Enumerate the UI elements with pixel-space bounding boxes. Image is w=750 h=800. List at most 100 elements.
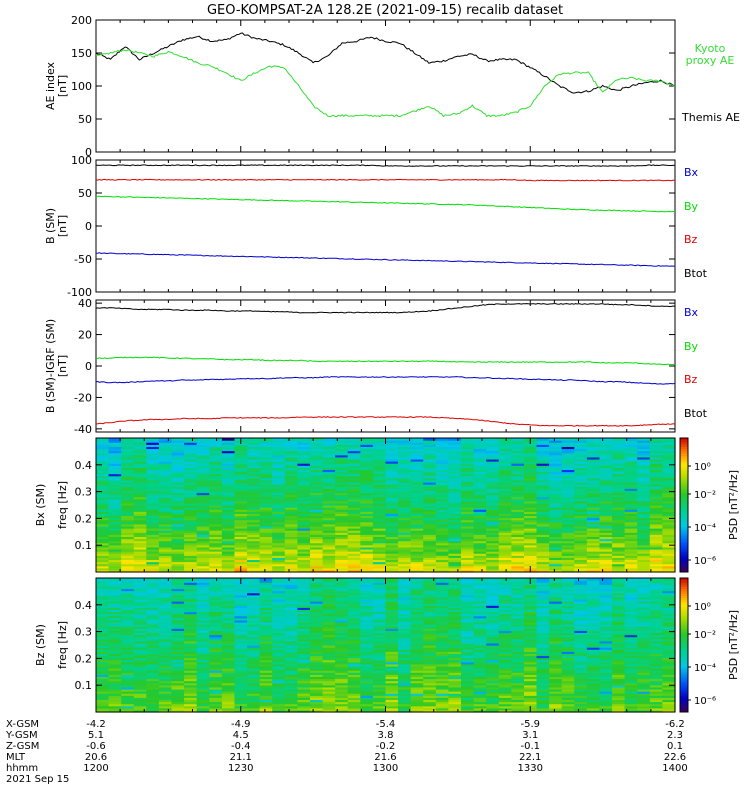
spectrogram-cell [259,680,273,684]
spectrogram-cell [234,659,248,663]
spectrogram-cell [347,523,361,527]
spectrogram-cell [171,703,185,707]
spectrogram-cell [309,500,324,504]
spectrogram-cell [184,580,198,583]
colorbar-segment [680,538,688,542]
spectrogram-cell [259,691,273,694]
spectrogram-cell [372,450,387,454]
spectrogram-cell [385,674,399,677]
spectrogram-cell [209,578,223,581]
colorbar-segment [680,462,688,466]
spectrogram-cell [549,521,563,525]
spectrogram-cell [461,448,475,452]
spectrogram-cell [133,584,147,587]
spectrogram-cell [322,473,336,477]
spectrogram-cell [347,697,361,701]
spectrogram-cell [448,469,462,473]
spectrogram-cell [184,584,198,587]
spectrogram-cell [171,551,185,554]
spectrogram-cell [284,601,298,604]
spectrogram-cell [247,561,261,565]
spectrogram-cell [234,538,248,542]
spectrogram-cell [247,484,261,487]
spectrogram-cell [410,688,424,692]
spectrogram-cell [171,630,185,634]
spectrogram-cell [209,509,223,512]
spectrogram-cell [561,515,575,519]
spectrogram-cell [448,454,462,458]
spectrogram-cell [423,707,437,711]
spectrogram-cell [536,494,550,498]
spectrogram-cell [234,505,248,508]
spectrogram-cell [347,634,361,638]
spectrogram-cell [96,444,110,447]
spectrogram-cell [372,496,387,500]
spectrogram-cell [347,691,361,694]
spectrogram-cell [284,528,298,531]
spectrogram-cell [347,598,361,602]
spectrogram-cell [536,481,550,485]
spectrogram-cell [624,565,638,569]
spectrogram-cell [108,582,122,585]
spectrogram-cell [637,525,651,529]
spectrogram-cell [146,486,160,489]
spectrogram-cell [372,653,387,657]
spectrogram-cell [158,590,173,594]
spectrogram-cell [284,440,298,443]
spectrogram-cell [158,565,173,569]
spectrogram-cell [146,500,160,504]
spectrogram-cell [96,624,110,627]
spectrogram-cell [259,605,273,608]
spectrogram-cell [121,496,135,500]
spectrogram-cell [108,538,122,542]
spectrogram-cell [347,628,361,631]
spectrogram-cell [612,454,626,458]
spectrogram-cell [108,580,122,583]
spectrogram-cell [272,525,286,529]
spectrogram-cell [234,649,248,652]
spectrogram-cell [221,446,236,450]
spectrogram-cell [385,544,399,548]
spectrogram-cell [448,507,462,510]
spectrogram-cell [322,584,336,587]
spectrogram-cell [423,551,437,554]
spectrogram-cell [385,619,399,623]
spectrogram-cell [284,615,298,619]
spectrogram-cell [259,484,273,487]
spectrogram-cell [599,511,613,514]
spectrogram-cell [410,544,424,548]
spectrogram-cell [259,686,273,690]
spectrogram-cell [133,458,147,462]
spectrogram-cell [347,450,361,454]
spectrogram-cell [158,686,173,690]
spectrogram-cell [171,444,185,447]
spectrogram-cell [662,484,676,487]
spectrogram-cell [360,619,374,623]
spectrogram-cell [297,628,311,631]
spectrogram-cell [536,540,550,544]
spectrogram-cell [523,544,538,548]
spectrogram-cell [272,544,286,548]
spectrogram-cell [209,632,223,636]
spectrogram-cell [549,553,563,556]
spectrogram-cell [561,544,575,548]
spectrogram-cell [297,659,311,663]
spectrogram-cell [272,553,286,556]
spectrogram-cell [221,594,236,598]
spectrogram-cell [146,672,160,675]
spectrogram-cell [247,559,261,563]
spectrogram-cell [410,613,424,617]
spectrogram-cell [423,701,437,705]
spectrogram-cell [247,525,261,529]
spectrogram-cell [284,540,298,544]
spectrogram-cell [360,688,374,692]
spectrogram-cell [309,450,324,454]
spectrogram-cell [335,471,349,475]
spectrogram-cell [461,544,475,548]
spectrogram-cell [385,578,399,581]
spectrogram-cell [209,438,223,441]
spectrogram-cell [209,651,223,654]
spectrogram-cell [410,532,424,535]
spectrogram-cell [435,513,450,517]
spectrogram-cell [221,590,236,594]
